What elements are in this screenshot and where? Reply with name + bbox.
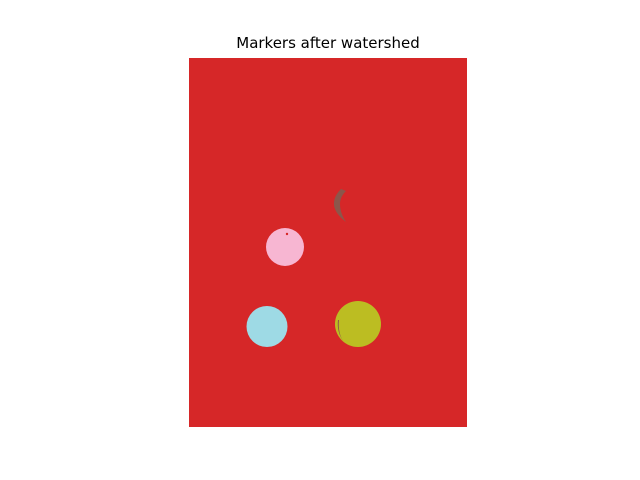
cyan-blob bbox=[246, 306, 288, 347]
marker-image bbox=[189, 58, 467, 427]
figure-title: Markers after watershed bbox=[236, 34, 420, 52]
brown-sliver bbox=[333, 189, 346, 222]
olive-blob bbox=[335, 301, 381, 347]
pink-blob bbox=[266, 228, 304, 266]
background-region bbox=[189, 58, 467, 427]
olive-blob-edge bbox=[337, 320, 344, 342]
pink-blob-speck bbox=[285, 232, 289, 236]
